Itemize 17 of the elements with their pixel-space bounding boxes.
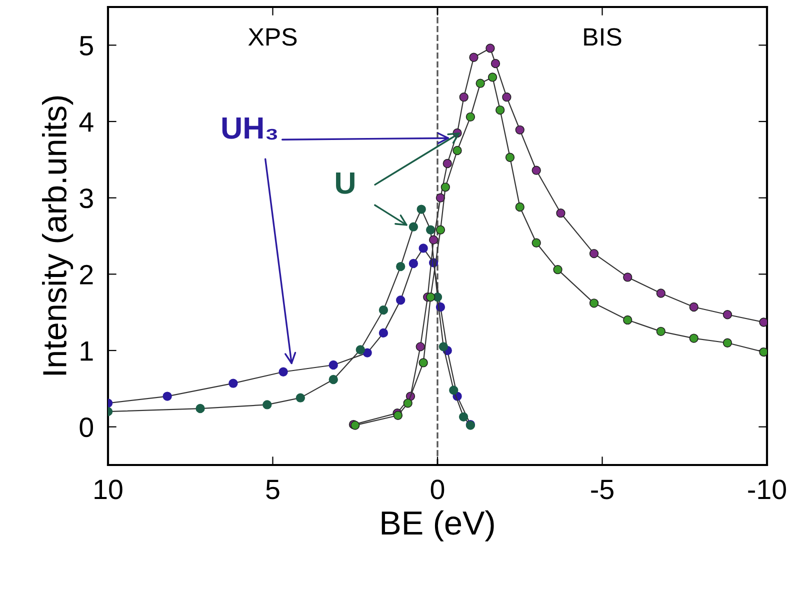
- x-tick-label: 5: [266, 480, 280, 500]
- text: U: [336, 172, 354, 194]
- x-tick-label: 0: [430, 480, 444, 500]
- x-axis-title: BE (eV): [382, 510, 494, 542]
- y-tick-label: 0: [80, 418, 94, 438]
- y-tick-label: 3: [80, 188, 93, 208]
- text: UH₃: [222, 118, 278, 140]
- y-tick-label: 4: [79, 112, 94, 132]
- annotation: XPS: [248, 28, 297, 46]
- y-tick-label: 2: [80, 264, 93, 284]
- y-tick-label: 1: [80, 341, 93, 361]
- x-tick-label: -5: [591, 480, 614, 500]
- annotation: BIS: [584, 28, 622, 46]
- x-tick-label: -10: [748, 480, 786, 500]
- y-axis-title: Intensity (arb.units): [42, 96, 74, 375]
- y-tick-label: 5: [80, 36, 93, 56]
- x-tick-label: 10: [94, 480, 122, 500]
